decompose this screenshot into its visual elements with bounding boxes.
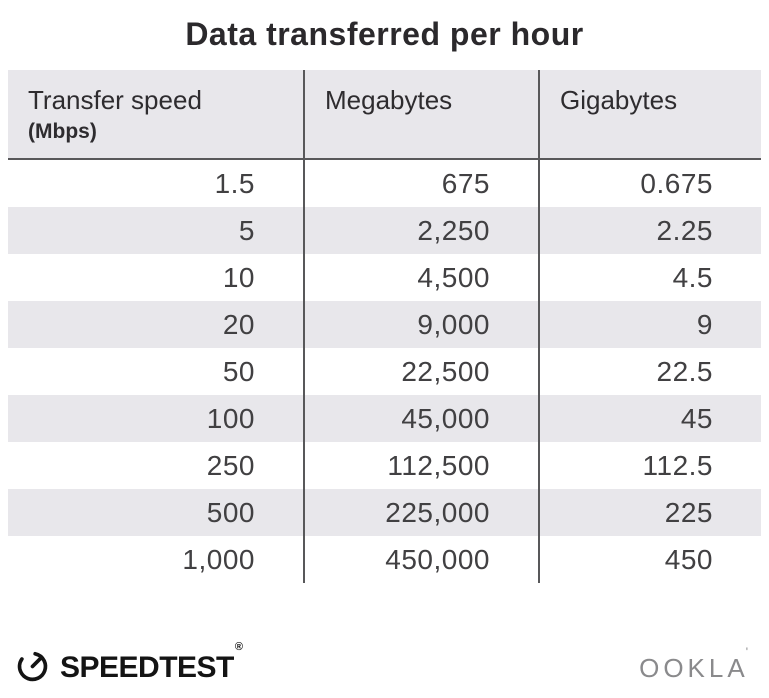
table-row: 1,000 450,000 450 <box>8 536 761 583</box>
page-title: Data transferred per hour <box>185 16 584 52</box>
table-cell-gigabytes: 225 <box>538 489 761 536</box>
table-cell-speed: 20 <box>222 309 255 340</box>
table-cell-megabytes: 4,500 <box>303 254 538 301</box>
table-cell-gigabytes: 4.5 <box>538 254 761 301</box>
speedtest-label: SPEEDTEST <box>60 651 234 684</box>
table-row: 50 22,500 22.5 <box>8 348 761 395</box>
header-megabytes: Megabytes <box>303 70 538 158</box>
table-cell-gigabytes: 112.5 <box>538 442 761 489</box>
table-cell-megabytes: 112,500 <box>303 442 538 489</box>
table-cell-megabytes: 450,000 <box>303 536 538 583</box>
ookla-label: OOKLA <box>639 652 749 683</box>
table-cell-megabytes: 45,000 <box>303 395 538 442</box>
header-mbps-unit: (Mbps) <box>28 119 97 143</box>
table-cell-megabytes: 2,250 <box>303 207 538 254</box>
table-cell-megabytes: 675 <box>303 160 538 207</box>
header-gigabytes: Gigabytes <box>538 70 761 158</box>
header-transfer-speed: Transfer speed (Mbps) <box>8 70 303 158</box>
table-cell-speed: 1,000 <box>182 544 255 575</box>
table-row: 250 112,500 112.5 <box>8 442 761 489</box>
footer: SPEEDTEST® OOKLA' <box>14 641 755 690</box>
table-cell-speed: 1.5 <box>214 168 255 199</box>
table-cell-gigabytes: 450 <box>538 536 761 583</box>
table-cell-speed: 500 <box>206 497 255 528</box>
registered-trademark-mark: ® <box>234 641 243 653</box>
table-row: 500 225,000 225 <box>8 489 761 536</box>
table-cell-megabytes: 225,000 <box>303 489 538 536</box>
table-cell-speed: 50 <box>222 356 255 387</box>
table-header-row: Transfer speed (Mbps) Megabytes Gigabyte… <box>8 70 761 160</box>
table-row: 1.5 675 0.675 <box>8 160 761 207</box>
data-table: Transfer speed (Mbps) Megabytes Gigabyte… <box>8 70 761 583</box>
table-cell-speed: 250 <box>206 450 255 481</box>
table-cell-gigabytes: 2.25 <box>538 207 761 254</box>
table-row: 10 4,500 4.5 <box>8 254 761 301</box>
table-cell-gigabytes: 9 <box>538 301 761 348</box>
table-cell-speed: 10 <box>222 262 255 293</box>
header-transfer-speed-label: Transfer speed <box>28 85 202 115</box>
speedtest-wordmark: SPEEDTEST® <box>60 641 243 685</box>
table-cell-megabytes: 9,000 <box>303 301 538 348</box>
table-row: 20 9,000 9 <box>8 301 761 348</box>
table-cell-gigabytes: 22.5 <box>538 348 761 395</box>
ookla-logo: OOKLA' <box>639 645 755 684</box>
table-cell-speed: 5 <box>238 215 255 246</box>
table-cell-gigabytes: 0.675 <box>538 160 761 207</box>
table-row: 5 2,250 2.25 <box>8 207 761 254</box>
table-cell-speed: 100 <box>206 403 255 434</box>
table-row: 100 45,000 45 <box>8 395 761 442</box>
speedtest-gauge-icon <box>14 647 51 689</box>
ookla-trademark-tick: ' <box>745 644 752 659</box>
speedtest-logo: SPEEDTEST® <box>14 641 243 689</box>
table-cell-gigabytes: 45 <box>538 395 761 442</box>
table-cell-megabytes: 22,500 <box>303 348 538 395</box>
